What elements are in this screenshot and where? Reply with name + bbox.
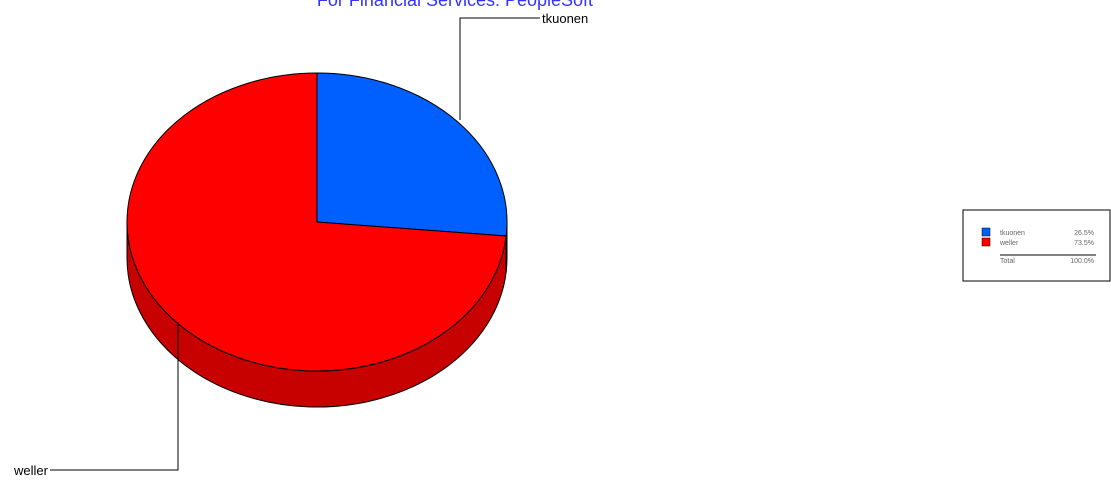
leader-line: [459, 17, 540, 120]
slice-label: weller: [13, 463, 49, 478]
legend-total-value: 100.0%: [1070, 258, 1094, 265]
legend-label: weller: [999, 240, 1019, 247]
pie-slice: [126, 72, 507, 372]
legend-total-name: Total: [1000, 258, 1015, 265]
legend-value: 73.5%: [1074, 240, 1094, 247]
leader-line: [50, 322, 179, 471]
legend-swatch: [981, 237, 991, 247]
chart-title: For Financial Services: PeopleSoft: [317, 0, 593, 10]
pie-slice: [316, 72, 508, 237]
legend-label: tkuonen: [1000, 230, 1025, 237]
legend-swatch: [981, 227, 991, 237]
legend-value: 26.5%: [1074, 230, 1094, 237]
slice-label: tkuonen: [542, 11, 588, 26]
